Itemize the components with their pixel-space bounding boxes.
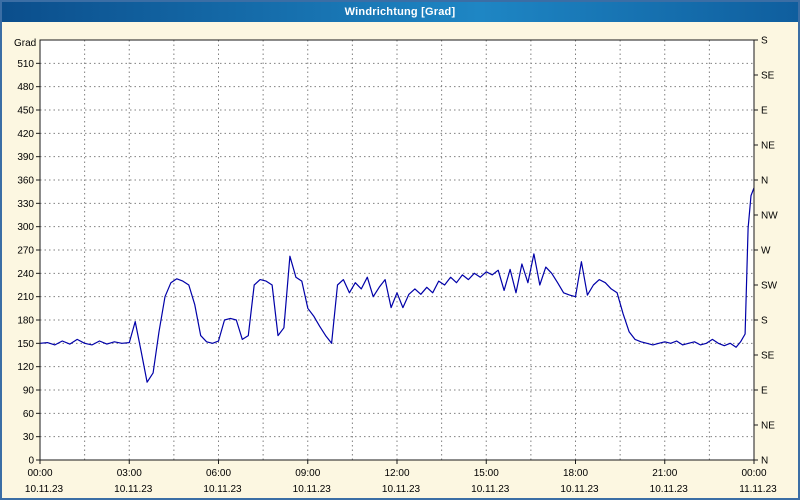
y-axis-label: 300 bbox=[17, 222, 34, 233]
y-axis-label: 0 bbox=[28, 456, 34, 467]
right-axis-label: W bbox=[761, 246, 771, 257]
window-title: Windrichtung [Grad] bbox=[344, 6, 456, 18]
y-axis-label: 330 bbox=[17, 199, 34, 210]
x-axis-date-label: 10.11.23 bbox=[560, 484, 599, 495]
y-axis-label: 150 bbox=[17, 339, 34, 350]
x-axis-date-label: 10.11.23 bbox=[25, 484, 64, 495]
y-axis-label: 420 bbox=[17, 129, 34, 140]
right-axis-label: N bbox=[761, 176, 768, 187]
right-axis-label: NE bbox=[761, 141, 775, 152]
x-axis-time-label: 09:00 bbox=[295, 468, 320, 479]
y-axis-label: 180 bbox=[17, 316, 34, 327]
right-axis-label: NW bbox=[761, 211, 778, 222]
x-axis-time-label: 03:00 bbox=[117, 468, 142, 479]
x-axis-time-label: 21:00 bbox=[652, 468, 677, 479]
x-axis-time-label: 00:00 bbox=[27, 468, 52, 479]
x-axis-date-label: 10.11.23 bbox=[203, 484, 242, 495]
y-axis-label: 360 bbox=[17, 176, 34, 187]
y-axis-label: 240 bbox=[17, 269, 34, 280]
x-axis-date-label: 10.11.23 bbox=[650, 484, 689, 495]
x-axis-time-label: 15:00 bbox=[474, 468, 499, 479]
y-axis-label: 30 bbox=[23, 432, 35, 443]
right-axis-label: E bbox=[761, 106, 768, 117]
y-axis-label: 390 bbox=[17, 152, 34, 163]
x-axis-date-label: 10.11.23 bbox=[114, 484, 153, 495]
wind-direction-chart: Grad 0 30 60 90 120 150 180 210 240 270 300 330 360 39… bbox=[14, 36, 778, 496]
x-axis-time-label: 00:00 bbox=[741, 468, 766, 479]
y-axis-label: 210 bbox=[17, 292, 34, 303]
y-axis-label: 60 bbox=[23, 409, 35, 420]
x-axis-time-label: 12:00 bbox=[384, 468, 409, 479]
y-axis-unit-label: Grad bbox=[14, 38, 36, 49]
right-axis-label: NE bbox=[761, 421, 775, 432]
x-axis-date-label: 11.11.23 bbox=[739, 484, 777, 495]
y-axis-label: 120 bbox=[17, 362, 34, 373]
x-axis-date-label: 10.11.23 bbox=[382, 484, 421, 495]
right-axis-label: E bbox=[761, 386, 768, 397]
right-axis-label: SE bbox=[761, 351, 775, 362]
x-axis-date-label: 10.11.23 bbox=[293, 484, 332, 495]
x-axis-time-label: 18:00 bbox=[563, 468, 588, 479]
right-axis-label: SW bbox=[761, 281, 778, 292]
y-axis-label: 90 bbox=[23, 386, 35, 397]
right-axis-label: N bbox=[761, 456, 768, 467]
x-axis-time-label: 06:00 bbox=[206, 468, 231, 479]
y-axis-label: 480 bbox=[17, 82, 34, 93]
right-axis-label: SE bbox=[761, 71, 775, 82]
x-axis-date-label: 10.11.23 bbox=[471, 484, 510, 495]
wind-direction-series bbox=[39, 187, 755, 383]
y-axis-label: 270 bbox=[17, 246, 34, 257]
window-titlebar: Windrichtung [Grad] bbox=[2, 2, 798, 22]
y-axis-label: 510 bbox=[17, 59, 34, 70]
y-axis-label: 450 bbox=[17, 106, 34, 117]
right-axis-label: S bbox=[761, 316, 768, 327]
right-axis-label: S bbox=[761, 36, 768, 47]
